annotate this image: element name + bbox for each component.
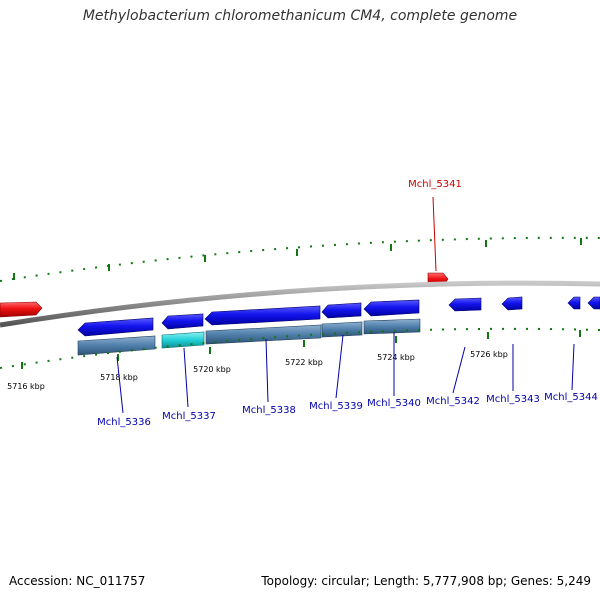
gene-labels: Mchl_5336 Mchl_5337 Mchl_5338 Mchl_5339 …: [97, 179, 598, 428]
scale-label: 5726 kbp: [470, 350, 508, 359]
operon-segment-1[interactable]: [77, 335, 156, 356]
scale-label: 5724 kbp: [377, 353, 415, 362]
scale-labels: 5716 kbp 5718 kbp 5720 kbp 5722 kbp 5724…: [7, 350, 508, 391]
gene-label-mchl-5342[interactable]: Mchl_5342: [426, 396, 480, 407]
operon-segment-3[interactable]: [205, 324, 322, 345]
gene-mchl-5337[interactable]: [161, 313, 204, 330]
gene-mchl-5342[interactable]: [448, 297, 482, 312]
reverse-strand-features: [77, 296, 600, 337]
operon-track: [77, 318, 421, 356]
gene-mchl-5336[interactable]: [77, 317, 154, 337]
scale-label: 5716 kbp: [7, 382, 45, 391]
upper-tick-track: [0, 236, 600, 282]
genome-summary-text: Topology: circular; Length: 5,777,908 bp…: [261, 574, 591, 588]
scale-label: 5720 kbp: [193, 365, 231, 374]
gene-mchl-5338[interactable]: [204, 305, 321, 326]
forward-gene-left[interactable]: [0, 301, 43, 318]
operon-segment-2[interactable]: [161, 331, 205, 349]
scale-label: 5722 kbp: [285, 358, 323, 367]
gene-mchl-5343[interactable]: [501, 296, 523, 311]
operon-segment-4[interactable]: [321, 321, 363, 338]
gene-mchl-5340[interactable]: [363, 299, 420, 317]
gene-label-mchl-5344[interactable]: Mchl_5344: [544, 392, 598, 403]
lower-tick-track: [0, 327, 600, 369]
gene-label-mchl-5339[interactable]: Mchl_5339: [309, 401, 363, 412]
gene-right-edge[interactable]: [587, 296, 600, 310]
gene-label-mchl-5336[interactable]: Mchl_5336: [97, 417, 151, 428]
genome-backbone: [0, 280, 600, 328]
gene-label-mchl-5337[interactable]: Mchl_5337: [162, 411, 216, 422]
gene-label-mchl-5343[interactable]: Mchl_5343: [486, 394, 540, 405]
gene-leader-lines: [116, 196, 575, 414]
gene-mchl-5339[interactable]: [321, 302, 362, 319]
accession-text: Accession: NC_011757: [9, 574, 146, 588]
map-title: Methylobacterium chloromethanicum CM4, c…: [82, 8, 518, 24]
gene-label-mchl-5338[interactable]: Mchl_5338: [242, 405, 296, 416]
gene-label-mchl-5341[interactable]: Mchl_5341: [408, 179, 462, 190]
gene-mchl-5344[interactable]: [567, 296, 581, 310]
operon-segment-5[interactable]: [363, 318, 421, 335]
gene-label-mchl-5340[interactable]: Mchl_5340: [367, 398, 421, 409]
